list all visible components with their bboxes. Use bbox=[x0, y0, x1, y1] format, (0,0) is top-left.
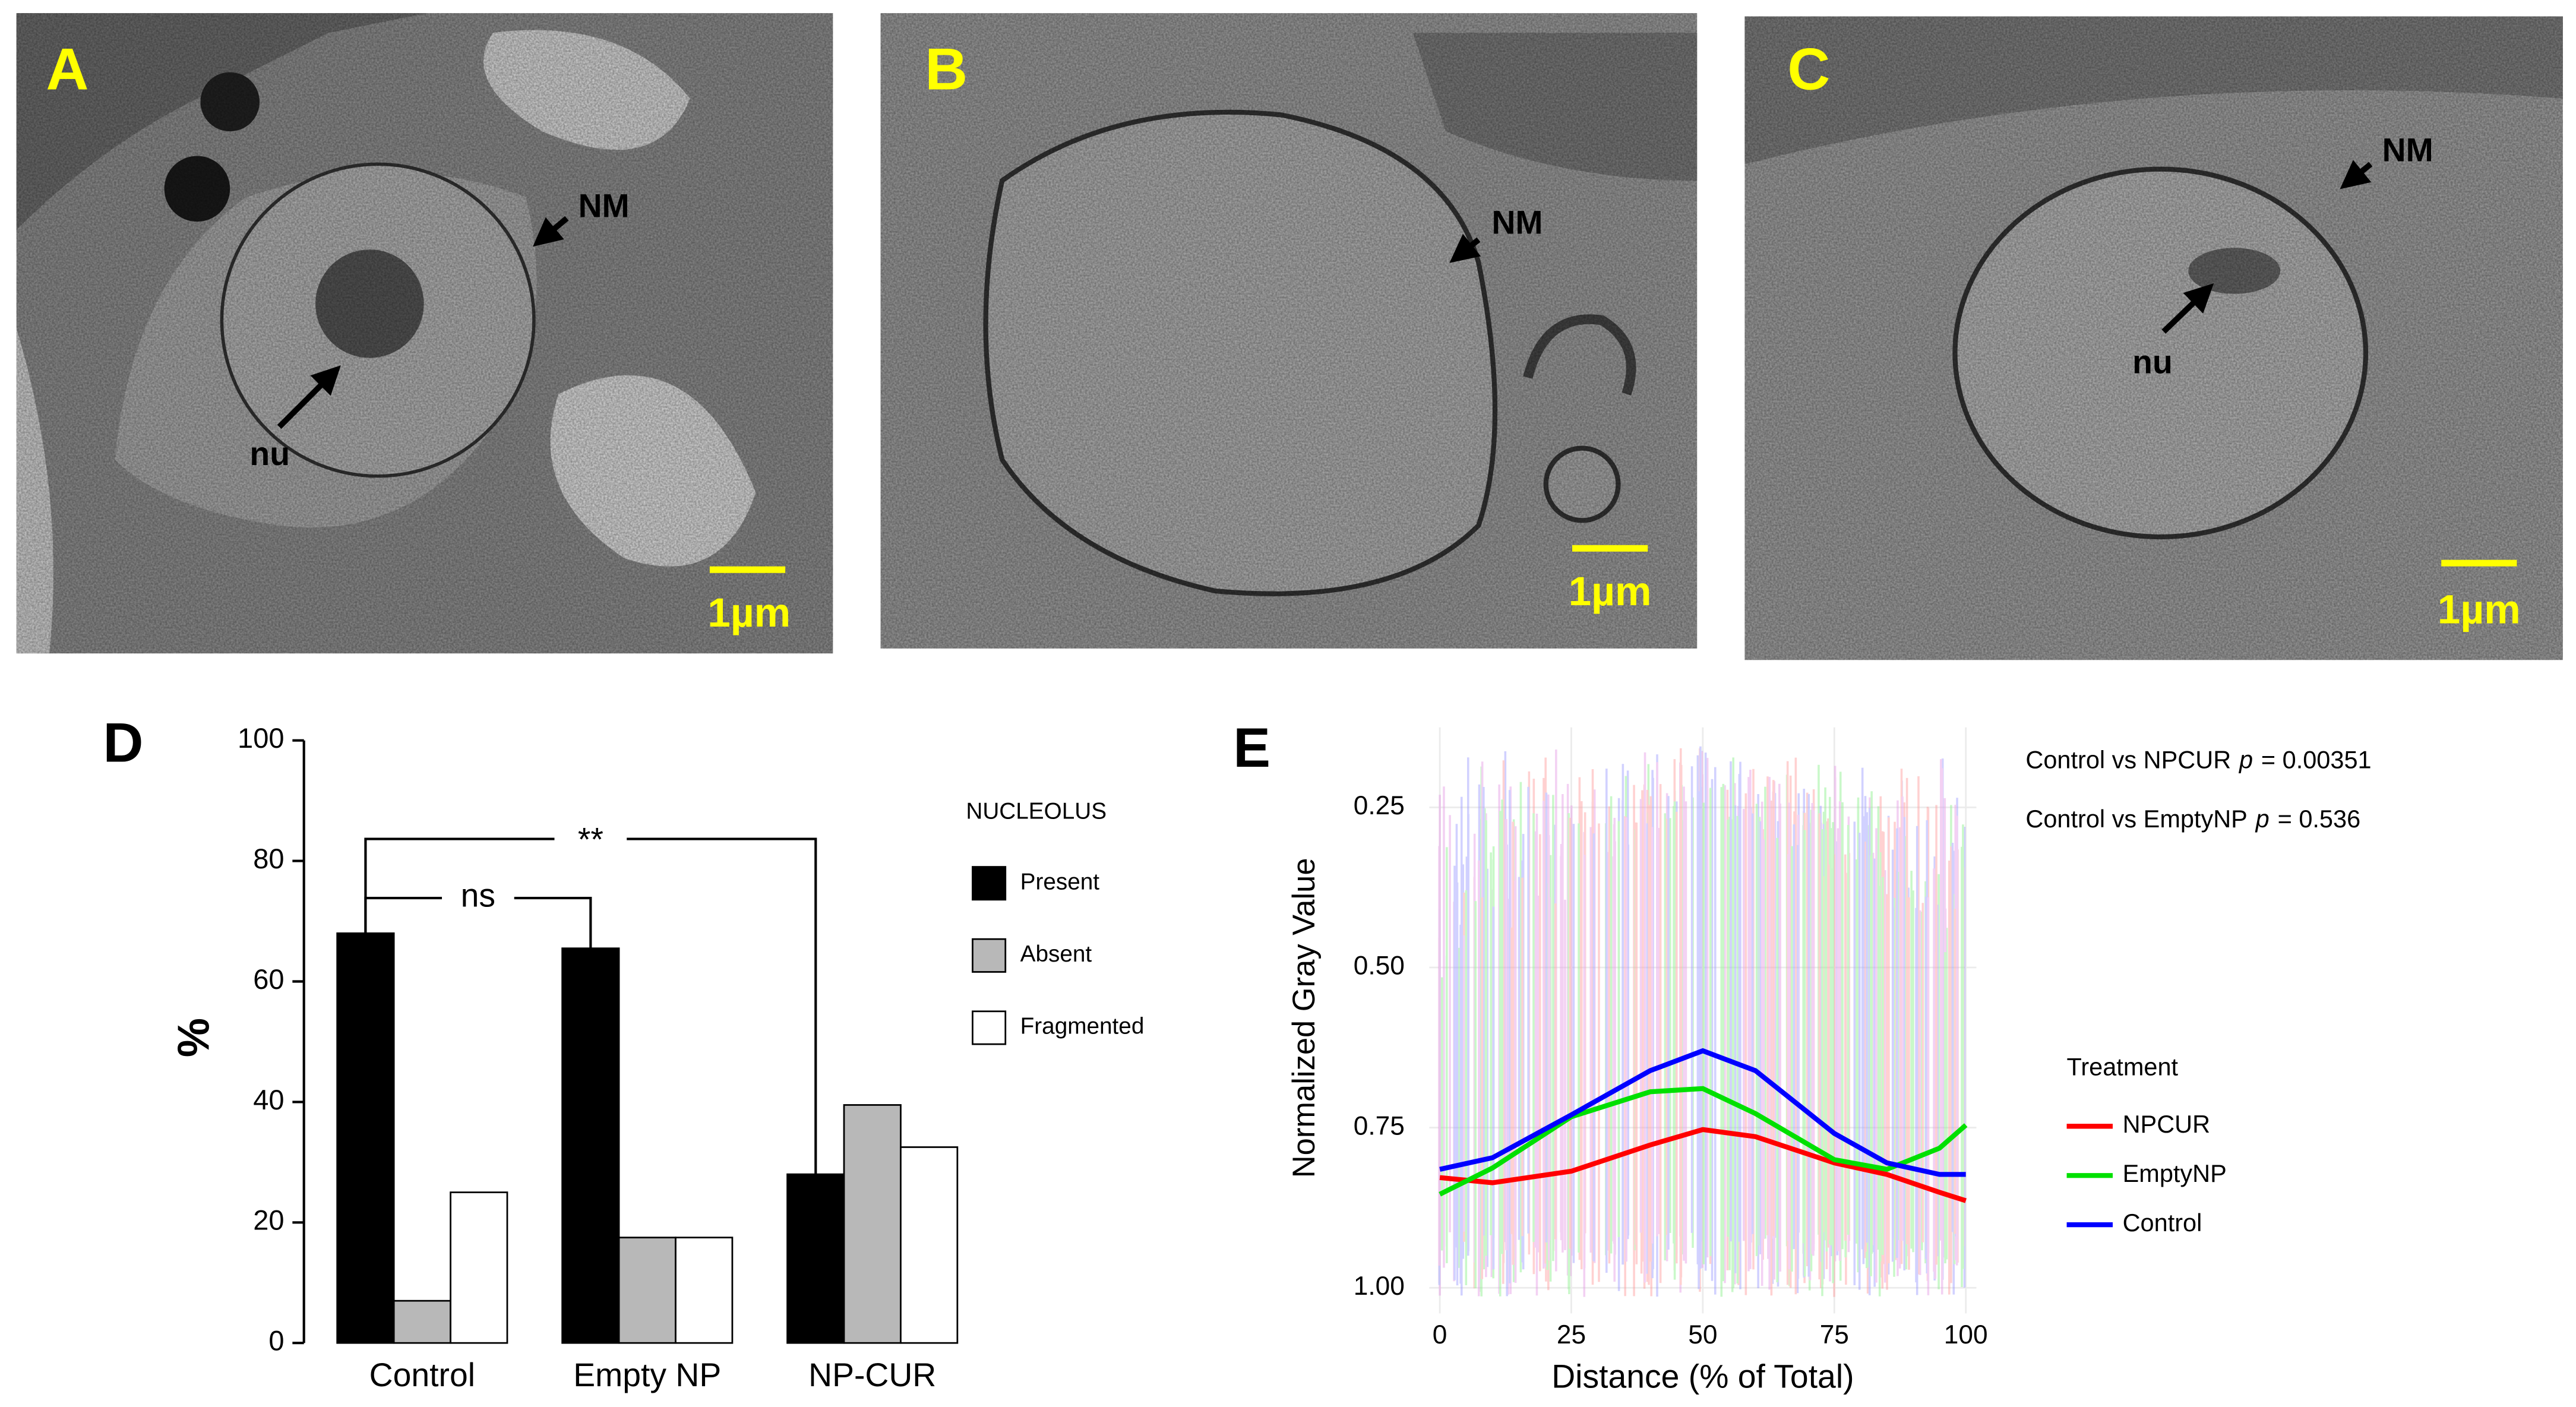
y-tick-label: 0.50 bbox=[1354, 951, 1405, 981]
annotation: nu bbox=[249, 435, 290, 472]
micrograph-b: B NM 1µm bbox=[880, 13, 1698, 649]
legend-title: Treatment bbox=[2067, 1053, 2179, 1081]
stat-label: Control vs EmptyNP bbox=[2025, 805, 2247, 833]
y-axis-label: Normalized Gray Value bbox=[1287, 858, 1322, 1178]
bar bbox=[843, 1104, 902, 1344]
x-tick-label: 25 bbox=[1557, 1320, 1586, 1349]
bar bbox=[675, 1237, 734, 1344]
micrograph-a: A NM nu 1µm bbox=[16, 13, 833, 654]
panel-label: C bbox=[1787, 37, 1830, 103]
panel-label: E bbox=[1233, 716, 1270, 779]
scale-bar-label: 1µm bbox=[1569, 568, 1652, 614]
scale-bar-label: 1µm bbox=[2438, 586, 2521, 632]
legend-label: Fragmented bbox=[1020, 1014, 1145, 1039]
scale-bar-label: 1µm bbox=[707, 589, 791, 635]
legend-title: NUCLEOLUS bbox=[966, 799, 1107, 824]
x-tick-label: 75 bbox=[1820, 1320, 1849, 1349]
series-line bbox=[1439, 1048, 1966, 1177]
bar bbox=[561, 947, 620, 1344]
stat-value: = 0.536 bbox=[2278, 805, 2361, 833]
stat-value: = 0.00351 bbox=[2261, 746, 2372, 774]
legend-swatch bbox=[972, 938, 1007, 973]
x-axis-label: Distance (% of Total) bbox=[1551, 1358, 1854, 1395]
x-tick-label: 100 bbox=[1944, 1320, 1988, 1349]
x-tick-label: NP-CUR bbox=[808, 1357, 936, 1393]
raw-profile-texture bbox=[1438, 746, 1966, 1297]
x-tick-label: Control bbox=[369, 1357, 475, 1393]
micrograph-c: C NM nu 1µm bbox=[1744, 16, 2563, 660]
x-tick-label: 50 bbox=[1688, 1320, 1717, 1349]
annotation: NM bbox=[1491, 204, 1543, 241]
x-tick-label: Empty NP bbox=[573, 1357, 721, 1393]
annotation: NM bbox=[2382, 132, 2433, 169]
legend-label: Absent bbox=[1020, 941, 1092, 967]
series-line bbox=[1439, 1086, 1968, 1197]
y-tick-label: 0.75 bbox=[1354, 1111, 1405, 1140]
panel-label: D bbox=[103, 712, 143, 774]
y-tick-label: 1.00 bbox=[1354, 1272, 1405, 1301]
stat-p: p bbox=[2238, 746, 2253, 774]
stat-annotation: Control vs NPCUR p = 0.00351 bbox=[2025, 746, 2371, 774]
legend-label: Control bbox=[2123, 1209, 2202, 1237]
annotation: nu bbox=[2132, 343, 2173, 380]
y-tick-label: 40 bbox=[253, 1084, 284, 1115]
legend-swatch bbox=[972, 866, 1007, 901]
bar bbox=[336, 932, 395, 1344]
y-tick-label: 80 bbox=[253, 843, 284, 874]
x-tick-label: 0 bbox=[1433, 1320, 1447, 1349]
legend-label: NPCUR bbox=[2123, 1110, 2210, 1138]
legend-label: EmptyNP bbox=[2123, 1159, 2227, 1187]
y-tick-label: 100 bbox=[238, 722, 284, 754]
bracket-gap bbox=[554, 822, 627, 856]
bar bbox=[786, 1173, 845, 1344]
stat-p: p bbox=[2255, 805, 2270, 833]
bar bbox=[900, 1146, 959, 1344]
bar bbox=[450, 1191, 508, 1344]
y-axis-label: % bbox=[169, 1018, 219, 1057]
panel-label: B bbox=[925, 37, 968, 103]
series-line bbox=[1439, 1127, 1967, 1203]
stat-label: Control vs NPCUR bbox=[2025, 746, 2231, 774]
bracket-gap bbox=[442, 881, 514, 915]
stat-annotation: Control vs EmptyNP p = 0.536 bbox=[2025, 805, 2360, 833]
legend-label: Present bbox=[1020, 869, 1100, 894]
significance-label: ns bbox=[461, 877, 495, 914]
panel-label: A bbox=[46, 37, 88, 103]
bar bbox=[618, 1237, 677, 1344]
y-tick-label: 0 bbox=[268, 1325, 284, 1357]
y-tick-label: 60 bbox=[253, 963, 284, 995]
annotation: NM bbox=[579, 188, 630, 225]
bar bbox=[393, 1300, 451, 1344]
significance-label: ** bbox=[578, 821, 603, 858]
y-tick-label: 20 bbox=[253, 1204, 284, 1236]
legend-swatch bbox=[972, 1010, 1007, 1045]
y-tick-label: 0.25 bbox=[1354, 791, 1405, 820]
